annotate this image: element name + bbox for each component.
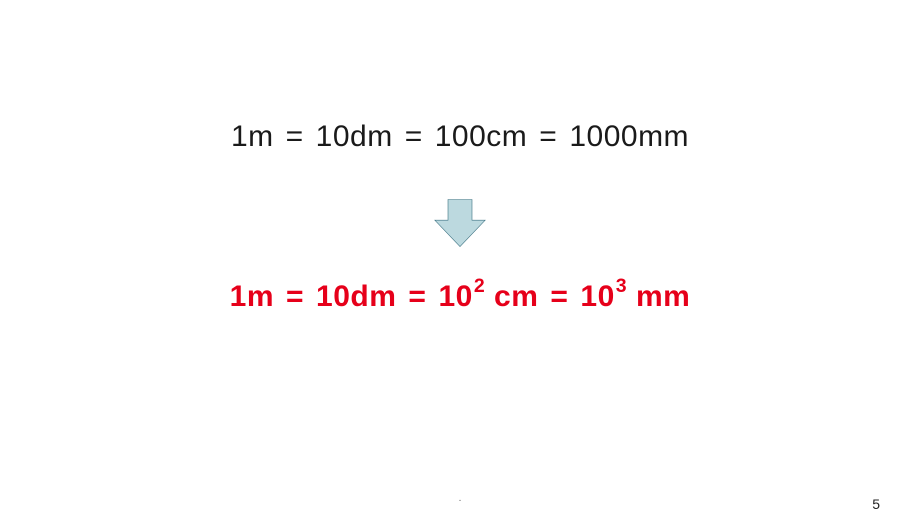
term-with-exponent: 102 cm xyxy=(438,280,538,314)
down-arrow-icon xyxy=(430,195,490,256)
page-number: 5 xyxy=(872,496,880,512)
term: 1000mm xyxy=(569,120,689,154)
term: 1m xyxy=(230,280,274,314)
equation-line-2: 1m = 10dm = 102 cm = 103 mm xyxy=(0,280,920,314)
equals-sign: = xyxy=(539,120,557,154)
equals-sign: = xyxy=(405,120,423,154)
equals-sign: = xyxy=(408,280,426,314)
equals-sign: = xyxy=(286,280,304,314)
equals-sign: = xyxy=(550,280,568,314)
center-dot: . xyxy=(459,493,462,504)
term: 10dm xyxy=(316,280,396,314)
term: 1m xyxy=(231,120,274,154)
term: 10dm xyxy=(316,120,393,154)
term-with-exponent: 103 mm xyxy=(580,280,690,314)
equals-sign: = xyxy=(286,120,304,154)
term: 100cm xyxy=(435,120,528,154)
equation-line-1: 1m = 10dm = 100cm = 1000mm xyxy=(0,120,920,154)
